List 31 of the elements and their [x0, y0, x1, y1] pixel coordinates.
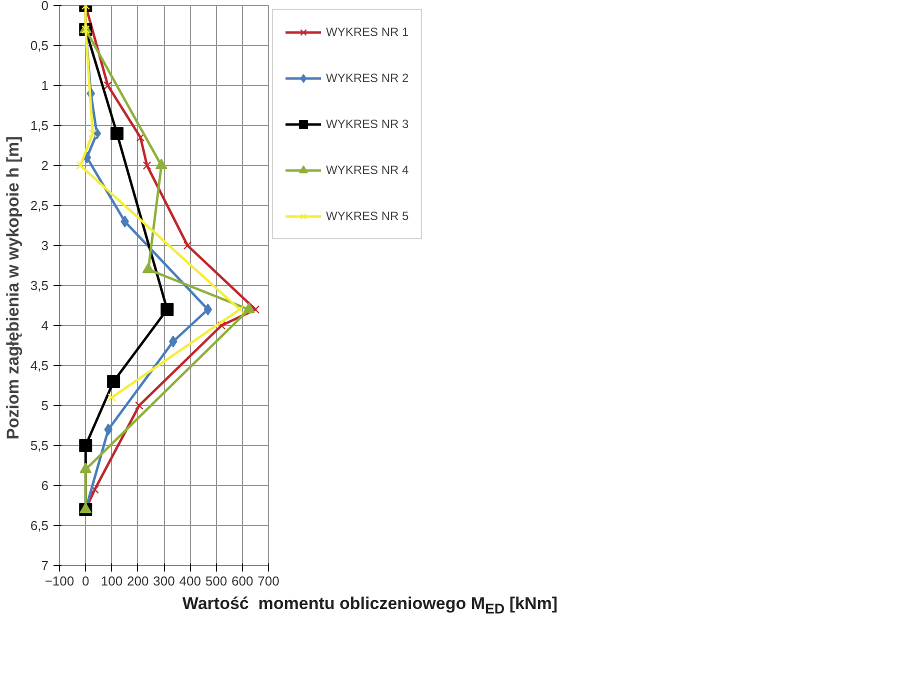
- y-tick-label: 5,5: [30, 438, 49, 453]
- x-tick-label: 600: [232, 574, 254, 588]
- y-tick-label: 0,5: [30, 38, 49, 53]
- y-tick-label: 3: [41, 238, 49, 253]
- y-tick-label: 6: [41, 478, 49, 493]
- x-tick-label: 200: [127, 574, 149, 588]
- y-tick-label: 2,5: [30, 198, 49, 213]
- y-tick-label: 4: [41, 318, 49, 333]
- y-tick-label: 0: [41, 0, 49, 13]
- y-tick-label: 3,5: [30, 278, 49, 293]
- y-tick-label: 2: [41, 158, 49, 173]
- x-tick-label: −100: [44, 574, 74, 588]
- legend-label: WYKRES NR 4: [326, 163, 409, 177]
- y-tick-label: 7: [41, 558, 49, 573]
- y-tick-label: 1: [41, 78, 49, 93]
- y-tick-label: 4,5: [30, 358, 49, 373]
- legend-label: WYKRES NR 3: [326, 117, 409, 131]
- x-tick-label: 700: [258, 574, 280, 588]
- y-axis-title: Poziom zagłębienia w wykopoie h [m]: [3, 136, 22, 440]
- x-tick-label: 100: [100, 574, 123, 588]
- y-tick-label: 1,5: [30, 118, 49, 133]
- y-tick-label: 6,5: [30, 518, 49, 533]
- legend-label: WYKRES NR 2: [326, 71, 409, 85]
- x-tick-label: 300: [153, 574, 175, 588]
- x-tick-label: 0: [82, 574, 90, 588]
- x-tick-label: 400: [179, 574, 201, 588]
- x-tick-label: 500: [205, 574, 228, 588]
- x-axis-title: Wartość momentu obliczeniowego M$_{ED}$ [kNm]: [181, 593, 559, 620]
- legend-label: WYKRES NR 1: [326, 25, 409, 39]
- y-tick-label: 5: [41, 398, 49, 413]
- legend-label: WYKRES NR 5: [326, 209, 409, 223]
